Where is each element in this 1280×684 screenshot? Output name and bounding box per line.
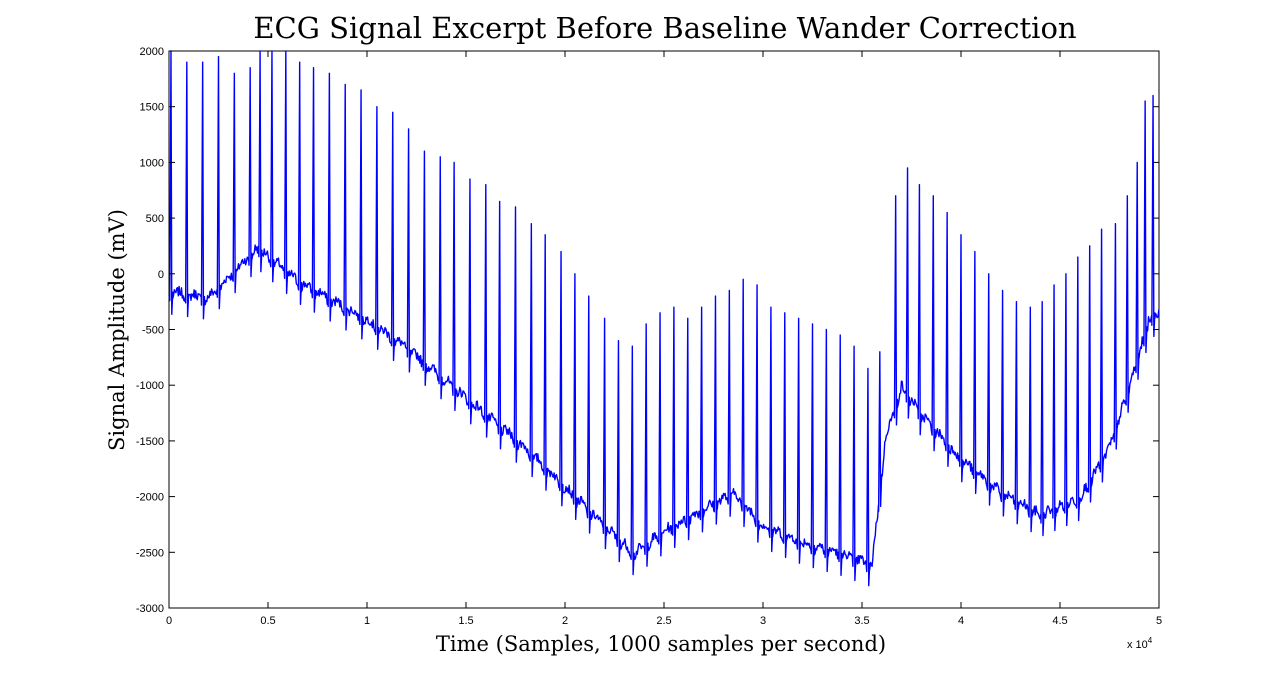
y-tick-label: 1000 (140, 157, 164, 169)
x-tick-label: 3.5 (854, 615, 869, 627)
y-axis: -3000 -2500 -2000 -1500 -1000 -500 0 500 1000 150… (136, 46, 1159, 615)
x-tick-label: 4 (958, 615, 964, 627)
x-tick-label: 0 (166, 615, 172, 627)
x-tick-label: 3 (760, 615, 766, 627)
y-tick-label: 0 (158, 269, 164, 281)
ecg-series (168, 50, 1160, 587)
x-axis: 0 0.5 1 1.5 2 2.5 3 3.5 4 4.5 5 (166, 51, 1162, 627)
x-tick-label: 2.5 (656, 615, 671, 627)
y-tick-label: -2000 (136, 492, 164, 504)
y-tick-label: -2500 (136, 547, 164, 559)
y-tick-label: 2000 (140, 46, 164, 58)
x-tick-label: 5 (1156, 615, 1162, 627)
x-axis-multiplier: x 104 (1127, 636, 1153, 651)
y-tick-label: -500 (142, 325, 164, 337)
y-tick-label: 1500 (140, 102, 164, 114)
x-tick-label: 1 (364, 615, 370, 627)
x-tick-label: 0.5 (260, 615, 275, 627)
y-axis-label: Signal Amplitude (mV) (105, 209, 129, 451)
x-tick-label: 4.5 (1052, 615, 1067, 627)
y-tick-label: -3000 (136, 603, 164, 615)
plot-frame (168, 50, 1160, 609)
x-tick-label: 1.5 (458, 615, 473, 627)
x-axis-label: Time (Samples, 1000 samples per second) (436, 632, 886, 656)
chart-title: ECG Signal Excerpt Before Baseline Wande… (253, 11, 1076, 45)
x-axis-multiplier-exponent: 4 (1148, 636, 1153, 645)
x-tick-label: 2 (562, 615, 568, 627)
y-tick-label: -1000 (136, 380, 164, 392)
plot-area (168, 50, 1160, 609)
x-axis-multiplier-base: x 10 (1127, 639, 1148, 651)
y-tick-label: 500 (146, 213, 164, 225)
y-tick-label: -1500 (136, 436, 164, 448)
ecg-signal-line (168, 50, 1160, 587)
